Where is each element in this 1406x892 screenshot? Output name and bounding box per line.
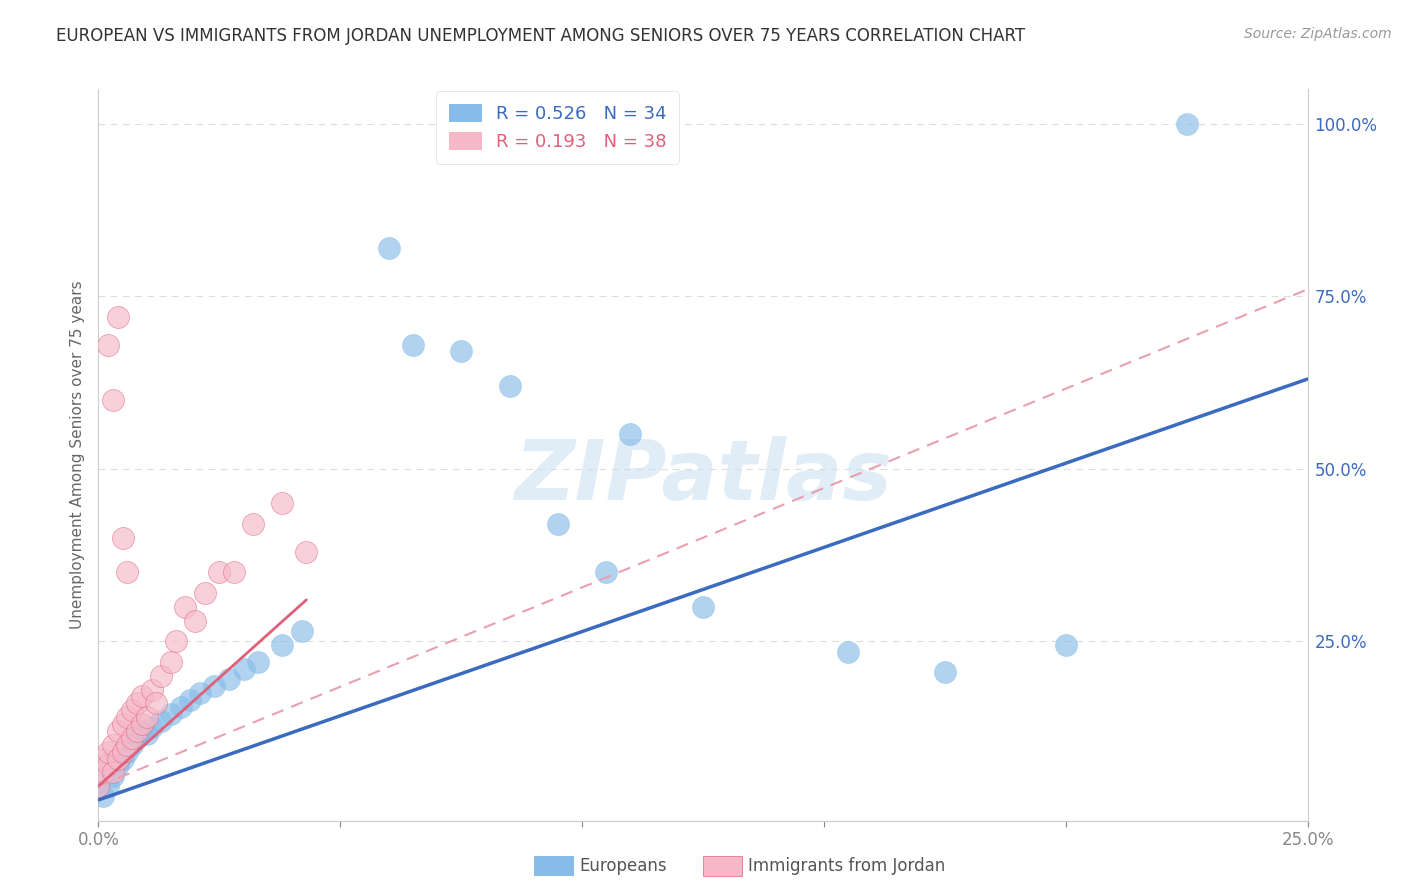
Point: [1175, 117, 1198, 131]
Point: [127, 696, 149, 710]
Point: [150, 669, 173, 683]
Point: [111, 531, 134, 545]
Point: [290, 624, 312, 638]
Y-axis label: Unemployment Among Seniors over 75 years: Unemployment Among Seniors over 75 years: [70, 281, 86, 629]
Point: [107, 310, 129, 324]
Point: [179, 693, 201, 707]
Point: [127, 723, 149, 738]
Text: Source: ZipAtlas.com: Source: ZipAtlas.com: [1244, 27, 1392, 41]
Point: [107, 723, 129, 738]
Point: [222, 566, 245, 580]
Point: [97, 745, 120, 759]
Point: [242, 516, 264, 531]
Point: [91, 765, 114, 780]
Point: [271, 638, 294, 652]
Point: [121, 703, 143, 717]
Point: [111, 745, 134, 759]
Point: [97, 758, 120, 772]
Point: [498, 379, 520, 393]
Point: [208, 566, 231, 580]
Point: [101, 392, 124, 407]
Point: [121, 738, 143, 752]
Point: [107, 758, 129, 772]
Point: [547, 516, 569, 531]
Text: ZIPatlas: ZIPatlas: [515, 436, 891, 517]
Point: [91, 789, 114, 804]
Point: [160, 655, 183, 669]
Point: [135, 710, 157, 724]
Point: [117, 745, 139, 759]
Point: [232, 662, 254, 676]
Point: [204, 679, 226, 693]
Point: [111, 717, 134, 731]
Point: [117, 738, 139, 752]
Point: [101, 738, 124, 752]
Point: [450, 344, 472, 359]
Point: [247, 655, 270, 669]
Point: [402, 337, 425, 351]
Point: [194, 586, 217, 600]
Point: [131, 723, 153, 738]
Point: [271, 496, 294, 510]
Point: [1054, 638, 1077, 652]
Point: [692, 599, 714, 614]
Point: [595, 566, 617, 580]
Point: [145, 696, 167, 710]
Point: [141, 682, 163, 697]
Point: [150, 714, 173, 728]
Point: [184, 614, 207, 628]
Point: [169, 699, 191, 714]
Point: [174, 599, 197, 614]
Point: [131, 717, 153, 731]
Point: [377, 241, 399, 255]
Point: [218, 672, 240, 686]
Point: [141, 721, 163, 735]
Point: [619, 427, 641, 442]
Text: Europeans: Europeans: [579, 857, 666, 875]
Point: [91, 751, 114, 765]
Point: [934, 665, 956, 680]
Point: [160, 706, 183, 721]
Point: [121, 731, 143, 745]
Text: Immigrants from Jordan: Immigrants from Jordan: [748, 857, 945, 875]
Text: EUROPEAN VS IMMIGRANTS FROM JORDAN UNEMPLOYMENT AMONG SENIORS OVER 75 YEARS CORR: EUROPEAN VS IMMIGRANTS FROM JORDAN UNEMP…: [56, 27, 1025, 45]
Point: [837, 644, 859, 658]
Point: [107, 751, 129, 765]
Point: [111, 751, 134, 765]
Point: [117, 710, 139, 724]
Point: [127, 731, 149, 745]
Point: [97, 337, 120, 351]
Point: [101, 765, 124, 780]
Point: [295, 544, 318, 558]
Legend: R = 0.526   N = 34, R = 0.193   N = 38: R = 0.526 N = 34, R = 0.193 N = 38: [436, 91, 679, 164]
Point: [135, 727, 157, 741]
Point: [188, 686, 211, 700]
Point: [97, 779, 120, 793]
Point: [131, 690, 153, 704]
Point: [117, 566, 139, 580]
Point: [87, 779, 110, 793]
Point: [101, 769, 124, 783]
Point: [165, 634, 187, 648]
